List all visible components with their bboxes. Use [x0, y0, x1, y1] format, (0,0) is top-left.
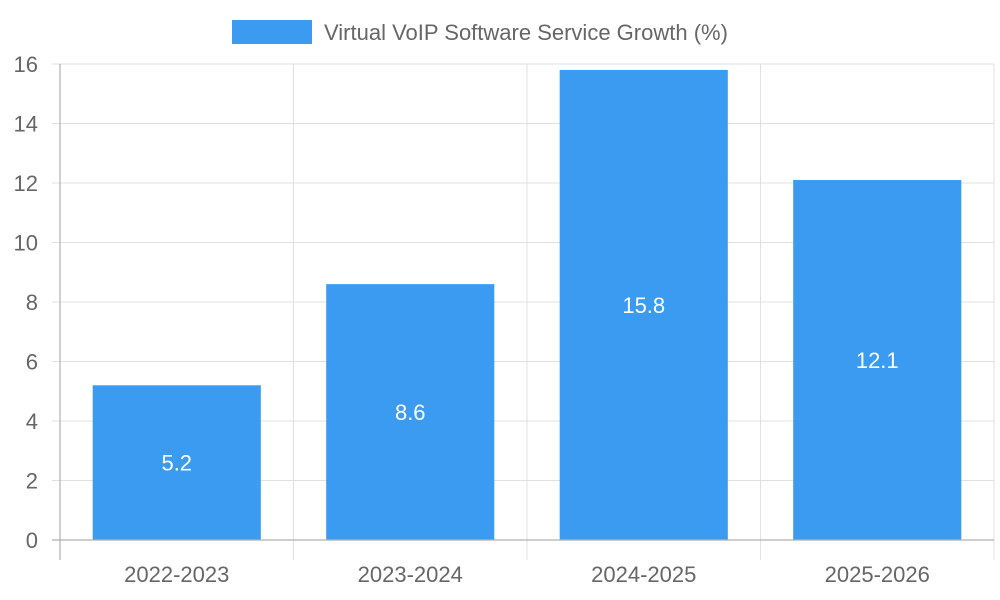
axes: 0 2 4 6 8 10 12 14 16 2022-2023 2023-2024 2024-2025…	[14, 52, 994, 587]
legend-swatch[interactable]	[232, 20, 312, 44]
bar-value-label: 15.8	[622, 293, 665, 318]
x-tick-label: 2024-2025	[591, 562, 696, 587]
y-tick-label: 0	[26, 528, 38, 553]
y-tick-label: 6	[26, 350, 38, 375]
bar-2025-2026[interactable]	[793, 180, 962, 540]
x-tick-label: 2023-2024	[358, 562, 463, 587]
x-tick-label: 2025-2026	[825, 562, 930, 587]
y-tick-label: 2	[26, 469, 38, 494]
bar-value-label: 12.1	[856, 348, 899, 373]
y-tick-label: 12	[14, 171, 38, 196]
bar-2023-2024[interactable]	[326, 284, 495, 540]
bar-2022-2023[interactable]	[92, 385, 261, 540]
y-tick-label: 16	[14, 52, 38, 77]
y-tick-label: 10	[14, 231, 38, 256]
y-tick-label: 14	[14, 112, 38, 137]
x-tick-label: 2022-2023	[124, 562, 229, 587]
legend[interactable]: Virtual VoIP Software Service Growth (%)	[232, 20, 728, 45]
y-tick-label: 8	[26, 290, 38, 315]
bars: 5.2 8.6 15.8 12.1	[92, 69, 962, 540]
y-tick-label: 4	[26, 409, 38, 434]
bar-2024-2025[interactable]	[559, 69, 728, 540]
legend-label[interactable]: Virtual VoIP Software Service Growth (%)	[324, 20, 728, 45]
bar-value-label: 5.2	[161, 451, 192, 476]
bar-value-label: 8.6	[395, 400, 426, 425]
